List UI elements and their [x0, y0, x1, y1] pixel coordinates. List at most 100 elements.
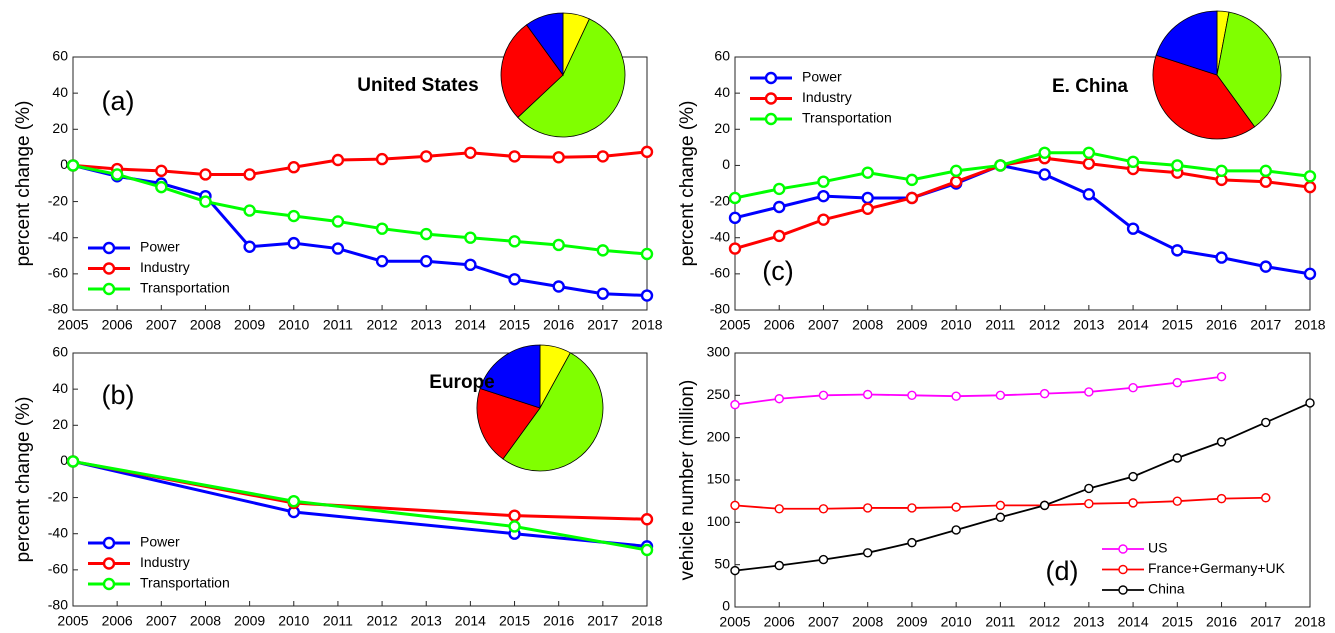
data-point — [508, 273, 521, 286]
y-tick-label: 20 — [52, 120, 68, 136]
x-tick-label: 2017 — [1250, 614, 1281, 630]
data-point — [1303, 180, 1317, 194]
y-tick-label: 50 — [714, 555, 730, 571]
x-tick-label: 2007 — [146, 613, 177, 629]
legend-label: Industry — [802, 89, 852, 105]
x-tick-label: 2008 — [852, 614, 883, 630]
data-point — [243, 168, 256, 181]
data-point — [1259, 260, 1272, 273]
data-point — [331, 153, 345, 167]
series-line — [72, 459, 648, 552]
data-point — [640, 289, 654, 302]
data-point — [199, 168, 212, 181]
data-point — [1128, 382, 1138, 393]
x-tick-label: 2006 — [102, 317, 133, 333]
data-point — [1216, 493, 1227, 504]
y-tick-label: 60 — [714, 48, 730, 64]
data-point — [817, 175, 830, 188]
legend-marker — [102, 577, 116, 591]
x-tick-label: 2013 — [1073, 317, 1104, 333]
y-tick-label: -60 — [48, 265, 68, 281]
data-point — [1084, 483, 1094, 494]
data-point — [1259, 164, 1272, 178]
data-point — [1082, 157, 1096, 170]
y-tick-label: -60 — [48, 561, 68, 577]
data-point — [552, 151, 565, 164]
series-line — [734, 151, 1311, 200]
y-tick-label: -20 — [48, 488, 68, 504]
data-point — [907, 390, 917, 401]
data-point — [862, 548, 873, 558]
panel-title: E. China — [1052, 76, 1128, 97]
x-tick-label: 2009 — [234, 317, 265, 333]
legend-marker — [102, 241, 116, 255]
x-tick-label: 2012 — [1029, 614, 1060, 630]
data-point — [243, 204, 256, 217]
data-point — [640, 247, 654, 261]
data-point — [774, 394, 784, 404]
data-point — [640, 513, 654, 526]
x-tick-label: 2014 — [455, 613, 486, 629]
data-point — [1261, 493, 1271, 503]
legend-label: Transportation — [802, 110, 892, 126]
data-point — [730, 399, 740, 410]
data-point — [287, 209, 300, 223]
data-point — [773, 200, 786, 214]
data-point — [464, 231, 477, 244]
data-point — [817, 189, 830, 203]
data-point — [1216, 371, 1227, 382]
y-axis-label: vehicle number (million) — [677, 380, 698, 581]
data-point — [862, 503, 873, 513]
x-tick-label: 2015 — [499, 613, 530, 629]
x-tick-label: 2008 — [190, 613, 221, 629]
y-tick-label: 60 — [52, 344, 68, 360]
series-line — [72, 459, 648, 548]
data-point — [508, 520, 521, 533]
data-point — [508, 509, 521, 522]
data-point — [596, 244, 610, 257]
x-tick-label: 2016 — [1206, 614, 1237, 630]
x-tick-label: 2017 — [1250, 317, 1281, 333]
data-point — [905, 191, 919, 205]
x-tick-label: 2005 — [57, 317, 88, 333]
data-point — [1039, 388, 1050, 399]
pie-wedge — [479, 344, 541, 409]
x-tick-label: 2016 — [543, 317, 574, 333]
data-point — [110, 168, 124, 181]
x-tick-label: 2018 — [1294, 614, 1325, 630]
x-tick-label: 2018 — [631, 613, 662, 629]
legend-label: Power — [802, 69, 842, 85]
pie-wedge — [502, 352, 604, 472]
y-tick-label: 0 — [60, 156, 68, 172]
legend-label: France+Germany+UK — [1148, 560, 1286, 576]
data-point — [1171, 159, 1184, 172]
data-point — [728, 211, 742, 225]
data-point — [199, 195, 212, 208]
legend-marker — [764, 71, 778, 85]
y-tick-label: 20 — [714, 120, 730, 136]
x-tick-label: 2018 — [1294, 317, 1325, 333]
pie-wedge — [525, 12, 564, 77]
y-tick-label: 200 — [707, 428, 731, 444]
pie-wedge — [1216, 11, 1282, 128]
data-point — [818, 504, 829, 514]
data-point — [420, 227, 433, 241]
x-tick-label: 2009 — [234, 613, 265, 629]
legend-label: Power — [140, 534, 180, 550]
series-line — [72, 163, 648, 298]
data-point — [774, 504, 784, 514]
data-point — [862, 389, 873, 400]
data-point — [773, 182, 786, 196]
data-point — [1126, 155, 1140, 169]
x-tick-label: 2011 — [323, 317, 353, 333]
data-point — [817, 213, 830, 226]
x-tick-label: 2008 — [852, 317, 883, 333]
data-point — [1039, 500, 1050, 511]
data-point — [287, 236, 300, 250]
series-line — [734, 375, 1222, 406]
y-tick-label: -80 — [48, 597, 68, 613]
data-point — [331, 242, 345, 255]
data-point — [730, 500, 740, 511]
data-point — [905, 173, 919, 187]
legend-marker — [1118, 544, 1128, 554]
